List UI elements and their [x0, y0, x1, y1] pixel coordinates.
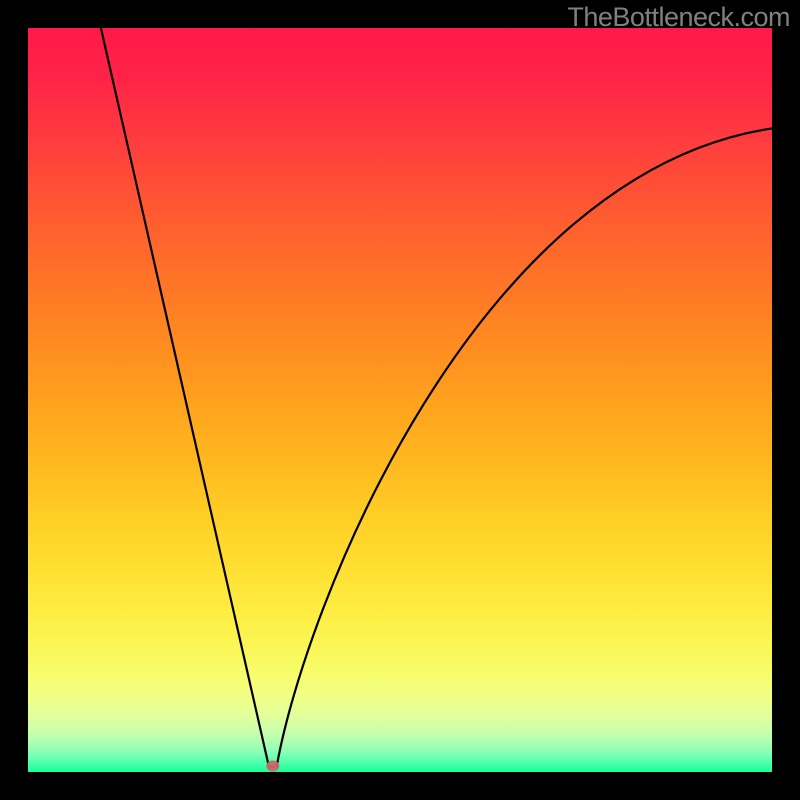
chart-container: TheBottleneck.com: [0, 0, 800, 800]
minimum-marker: [266, 761, 279, 772]
plot-background: [28, 28, 772, 772]
watermark-label: TheBottleneck.com: [567, 2, 790, 33]
bottleneck-chart: [0, 0, 800, 800]
